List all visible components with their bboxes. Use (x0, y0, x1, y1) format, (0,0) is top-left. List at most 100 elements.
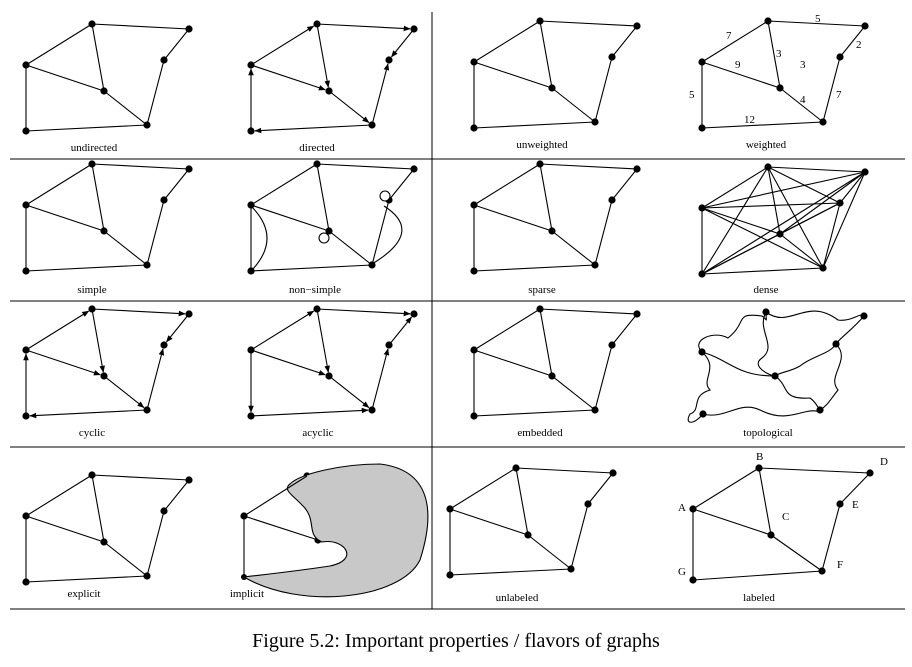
undirected-edge (91, 23, 190, 30)
sparse-edge (473, 264, 596, 272)
weighted-edge (701, 121, 824, 129)
dense-edge (701, 166, 769, 209)
acyclic-edge (250, 349, 326, 376)
vertex-label-g: G (678, 566, 686, 578)
labeled-vertex (767, 531, 775, 539)
label-directed: directed (299, 142, 335, 154)
undirected-edge (163, 28, 190, 61)
unlabeled-vertex (446, 505, 454, 513)
explicit-edge (91, 474, 190, 481)
cyclic-edge (29, 409, 148, 419)
label-topological: topological (743, 427, 793, 439)
weight-label: 9 (735, 59, 741, 71)
simple-vertex (88, 160, 96, 168)
weight-label: 2 (856, 39, 862, 51)
directed-vertex (385, 56, 393, 64)
weighted-edge (701, 61, 781, 89)
cyclic-edge (91, 308, 105, 373)
embedded-vertex (536, 305, 544, 313)
label-unweighted: unweighted (516, 139, 568, 151)
undirected-edge (103, 90, 148, 126)
simple-vertex (160, 196, 168, 204)
unlabeled-vertex (512, 464, 520, 472)
weighted-edge (822, 56, 841, 123)
weight-label: 7 (726, 30, 732, 42)
undirected-edge (25, 124, 148, 132)
unlabeled-vertex (524, 531, 532, 539)
topological-curve-9 (774, 343, 837, 377)
undirected-vertex (185, 25, 193, 33)
unweighted-edge (551, 87, 596, 123)
simple-edge (91, 163, 105, 232)
acyclic-edge (316, 308, 330, 373)
unlabeled-edge (449, 508, 529, 536)
unlabeled-vertex (567, 565, 575, 573)
dense-vertex (819, 264, 827, 272)
embedded-edge (539, 308, 638, 315)
simple-edge (103, 230, 148, 266)
weight-label: 3 (800, 59, 806, 71)
sparse-vertex (536, 160, 544, 168)
unweighted-vertex (608, 53, 616, 61)
embedded-edge (473, 409, 596, 417)
vertex-label-e: E (852, 499, 859, 511)
vertex-label-b: B (756, 451, 763, 463)
dense-edge (822, 171, 866, 269)
sparse-edge (539, 163, 553, 232)
simple-edge (91, 163, 190, 170)
panel-labels: undirected directed unweighted weighted … (68, 139, 793, 604)
weight-label: 7 (836, 89, 842, 101)
cyclic-edge (91, 308, 186, 317)
non-simple-edge (388, 168, 415, 201)
embedded-vertex (470, 346, 478, 354)
embedded-edge (551, 375, 596, 411)
unweighted-vertex (470, 124, 478, 132)
topological-curve-7 (819, 315, 865, 411)
topological-curve-2 (765, 310, 865, 321)
directed-edge (328, 90, 370, 123)
directed-vertex (247, 61, 255, 69)
figure-caption: Figure 5.2: Important properties / flavo… (252, 630, 660, 652)
non-simple-edge (250, 163, 318, 206)
simple-edge (25, 163, 93, 206)
topological-curve-5 (757, 311, 776, 377)
weighted-edge (767, 20, 781, 89)
directed-vertex (247, 127, 255, 135)
dense-edge (701, 202, 841, 275)
dense-vertex (698, 270, 706, 278)
unlabeled-vertex (446, 571, 454, 579)
acyclic-vertex (313, 305, 321, 313)
non-simple-edge (316, 163, 330, 232)
weighted-vertex (776, 84, 784, 92)
weighted-vertex (861, 22, 869, 30)
explicit-vertex (88, 471, 96, 479)
weighted-edge (779, 87, 824, 123)
unweighted-vertex (591, 118, 599, 126)
dense-edge (701, 267, 824, 275)
dense-edge (767, 166, 824, 269)
non-simple-vertex (410, 165, 418, 173)
dense-edge (701, 166, 769, 275)
sparse-vertex (470, 267, 478, 275)
label-embedded: embedded (517, 427, 563, 439)
label-sparse: sparse (528, 284, 556, 296)
labeled-vertex (689, 505, 697, 513)
topological-curve-8 (774, 375, 821, 411)
acyclic-edge (371, 348, 390, 411)
label-labeled: labeled (743, 592, 775, 604)
labeled-edge (692, 508, 772, 536)
acyclic-vertex (247, 346, 255, 354)
cyclic-vertex (100, 372, 108, 380)
labeled-edge (692, 570, 823, 581)
explicit-edge (91, 474, 105, 543)
weighted-vertex (764, 17, 772, 25)
acyclic-edge (388, 316, 412, 346)
dense-edge (701, 207, 824, 269)
edge-weights: 7 5 2 3 9 3 4 7 5 12 (689, 13, 862, 126)
multi-edge-right (371, 205, 403, 265)
cyclic-vertex (160, 341, 168, 349)
unlabeled-edge (587, 472, 614, 505)
dense-vertex (861, 168, 869, 176)
cyclic-edge (25, 310, 90, 351)
non-simple-edge (250, 204, 330, 232)
